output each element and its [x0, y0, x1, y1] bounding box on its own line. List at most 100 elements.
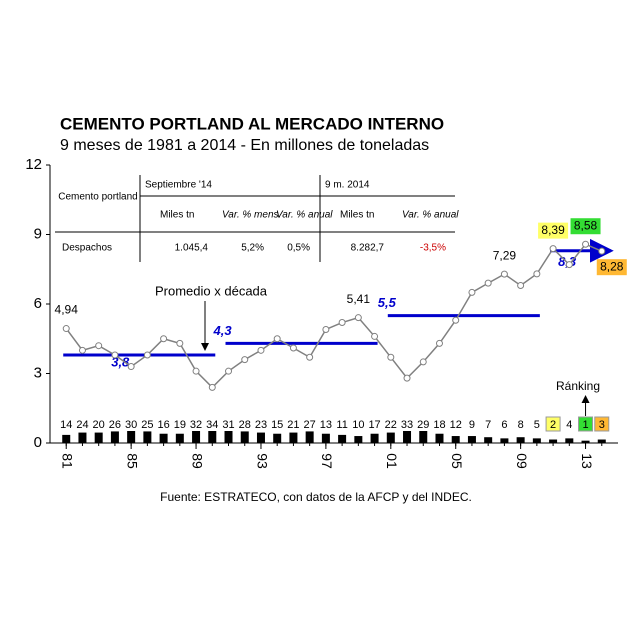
- rank-box: [416, 417, 431, 431]
- y-tick-label: 3: [34, 364, 42, 381]
- bar: [175, 433, 184, 443]
- rank-box: [594, 416, 610, 432]
- rank-label: 21: [287, 419, 299, 431]
- table-column: Var. % mens.: [222, 210, 281, 221]
- rank-label: 6: [501, 419, 507, 431]
- rank-label: 3: [599, 419, 605, 431]
- rank-box: [578, 416, 594, 432]
- bar: [110, 431, 119, 443]
- point: [354, 314, 362, 322]
- source: Fuente: ESTRATECO, con datos de la AFCP …: [160, 490, 472, 504]
- value-label: 4,94: [55, 303, 79, 317]
- point: [273, 335, 281, 343]
- bar: [451, 436, 460, 443]
- bar: [127, 430, 136, 443]
- point: [500, 270, 508, 278]
- bar: [240, 431, 249, 443]
- rank-label: 31: [222, 419, 234, 431]
- point: [484, 279, 492, 287]
- rank-label: 26: [109, 419, 121, 431]
- bar: [403, 429, 412, 443]
- value-label: 5,41: [347, 292, 371, 306]
- rank-label: 24: [76, 419, 88, 431]
- rank-box: [205, 417, 220, 431]
- rank-box: [448, 417, 463, 431]
- bar: [354, 436, 363, 443]
- bar: [289, 432, 298, 443]
- rank-label: 17: [368, 419, 380, 431]
- bar: [321, 433, 330, 443]
- point: [289, 344, 297, 352]
- rank-box: [75, 417, 90, 431]
- point: [95, 342, 103, 350]
- table-cell: 8.282,7: [351, 243, 385, 254]
- rank-box: [59, 417, 74, 431]
- point: [452, 316, 460, 324]
- rank-label: 33: [401, 419, 413, 431]
- bar: [581, 440, 590, 443]
- x-tick-label: 97: [319, 453, 335, 469]
- point: [419, 358, 427, 366]
- point: [565, 261, 573, 269]
- point: [225, 367, 233, 375]
- point: [598, 247, 606, 255]
- table-cell: 0,5%: [287, 243, 310, 254]
- bar: [159, 433, 168, 443]
- value-label-box: [538, 222, 569, 239]
- table-cell: Despachos: [62, 243, 112, 254]
- rank-box: [107, 417, 122, 431]
- rank-box: [156, 417, 171, 431]
- bar: [273, 433, 282, 443]
- rank-box: [237, 417, 252, 431]
- rank-box: [221, 417, 236, 431]
- point: [78, 346, 86, 354]
- rank-label: 10: [352, 419, 364, 431]
- rank-label: 1: [582, 419, 588, 431]
- line: [65, 243, 603, 389]
- rank-label: 32: [190, 419, 202, 431]
- bar: [305, 431, 314, 443]
- bar: [467, 436, 476, 443]
- point: [306, 353, 314, 361]
- rank-box: [335, 417, 350, 431]
- point: [468, 288, 476, 296]
- rank-box: [91, 417, 106, 431]
- rank-label: 9: [469, 419, 475, 431]
- point: [111, 351, 119, 359]
- rank-label: 11: [336, 419, 347, 431]
- y-tick-label: 0: [34, 434, 42, 451]
- bar: [565, 438, 574, 443]
- y-tick-label: 9: [34, 225, 42, 242]
- point: [241, 356, 249, 364]
- bar: [224, 430, 233, 443]
- rank-label: 34: [206, 419, 218, 431]
- rank-label: 15: [271, 419, 283, 431]
- rank-label: 14: [60, 419, 72, 431]
- rank-label: 20: [93, 419, 105, 431]
- rank-label: 4: [566, 419, 572, 431]
- bar: [338, 434, 347, 443]
- rank-box: [270, 417, 285, 431]
- point: [338, 319, 346, 327]
- point: [143, 351, 151, 359]
- rank-label: 25: [141, 419, 153, 431]
- rank-box: [189, 417, 204, 431]
- point: [371, 332, 379, 340]
- decade-average-label: 4,3: [213, 323, 233, 338]
- point: [322, 325, 330, 333]
- table-group: 9 m. 2014: [325, 180, 370, 191]
- rank-label: 29: [417, 419, 429, 431]
- rank-label: 16: [157, 419, 169, 431]
- rank-box: [383, 417, 398, 431]
- point: [517, 281, 525, 289]
- table-cell: -3,5%: [420, 243, 446, 254]
- rank-box: [545, 416, 561, 432]
- table-group: Septiembre '14: [145, 180, 212, 191]
- rank-box: [367, 417, 382, 431]
- rank-box: [318, 417, 333, 431]
- x-tick-label: 85: [124, 453, 140, 469]
- rank-label: 18: [433, 419, 445, 431]
- point: [549, 245, 557, 253]
- point: [192, 367, 200, 375]
- x-tick-label: 05: [449, 453, 465, 469]
